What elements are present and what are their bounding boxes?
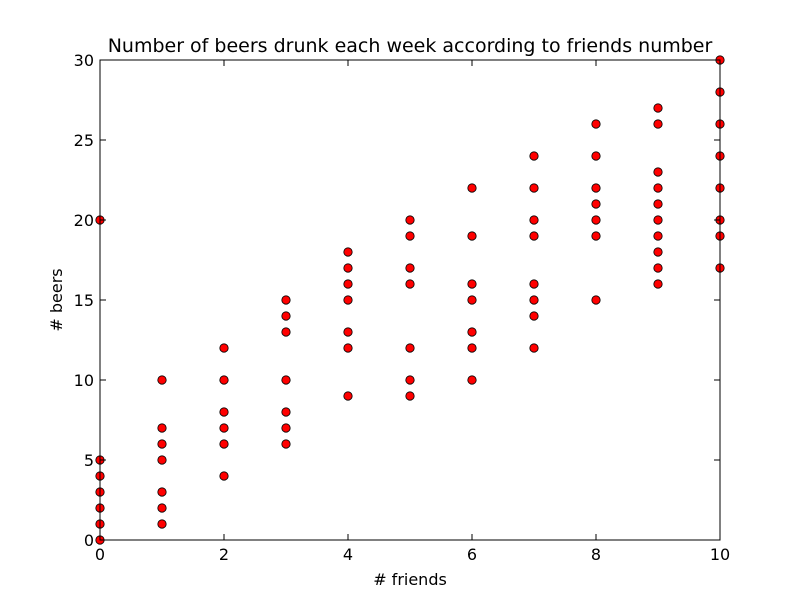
data-point: [591, 231, 601, 241]
data-point: [343, 279, 353, 289]
data-point: [529, 215, 539, 225]
data-point: [281, 295, 291, 305]
data-point: [467, 343, 477, 353]
data-point: [405, 263, 415, 273]
data-point: [653, 231, 663, 241]
x-axis-label: # friends: [373, 570, 447, 589]
data-point: [467, 231, 477, 241]
x-tick-label: 10: [710, 545, 730, 564]
data-point: [529, 295, 539, 305]
data-point: [653, 279, 663, 289]
x-tick-label: 6: [467, 545, 477, 564]
data-point: [219, 375, 229, 385]
data-point: [529, 151, 539, 161]
data-point: [591, 199, 601, 209]
data-point: [467, 279, 477, 289]
data-point: [653, 119, 663, 129]
data-point: [343, 295, 353, 305]
data-point: [653, 183, 663, 193]
data-point: [653, 103, 663, 113]
data-point: [157, 375, 167, 385]
plot-frame: [99, 59, 721, 541]
y-tick-label: 25: [74, 131, 94, 150]
data-point: [157, 519, 167, 529]
chart-title: Number of beers drunk each week accordin…: [108, 35, 713, 57]
data-point: [343, 391, 353, 401]
data-point: [281, 375, 291, 385]
data-point: [591, 215, 601, 225]
y-tick-label: 5: [84, 451, 94, 470]
data-point: [653, 215, 663, 225]
data-point: [281, 439, 291, 449]
data-point: [653, 167, 663, 177]
data-point: [529, 279, 539, 289]
data-point: [405, 343, 415, 353]
data-point: [653, 247, 663, 257]
y-tick-label: 15: [74, 291, 94, 310]
data-point: [281, 311, 291, 321]
data-point: [467, 375, 477, 385]
data-point: [219, 407, 229, 417]
data-point: [405, 375, 415, 385]
data-point: [467, 327, 477, 337]
data-point: [343, 263, 353, 273]
data-point: [529, 231, 539, 241]
axis-ticks: 0 2 4 6 8 10 0 5 10 15 20 25 30: [74, 51, 731, 564]
data-point: [157, 487, 167, 497]
data-point: [405, 231, 415, 241]
data-point: [281, 327, 291, 337]
data-point: [529, 311, 539, 321]
data-point: [219, 439, 229, 449]
data-point: [219, 471, 229, 481]
data-point: [405, 391, 415, 401]
x-tick-label: 0: [95, 545, 105, 564]
data-point: [157, 455, 167, 465]
x-tick-label: 4: [343, 545, 353, 564]
data-point: [157, 423, 167, 433]
data-point: [467, 295, 477, 305]
data-point: [529, 183, 539, 193]
x-tick-label: 2: [219, 545, 229, 564]
y-tick-label: 30: [74, 51, 94, 70]
data-point: [591, 151, 601, 161]
data-point: [653, 199, 663, 209]
data-point: [591, 183, 601, 193]
data-point: [219, 343, 229, 353]
data-point: [467, 183, 477, 193]
data-point: [529, 343, 539, 353]
y-tick-label: 20: [74, 211, 94, 230]
data-points: [95, 55, 725, 545]
x-tick-label: 8: [591, 545, 601, 564]
y-tick-label: 10: [74, 371, 94, 390]
data-point: [405, 279, 415, 289]
data-point: [281, 407, 291, 417]
data-point: [591, 295, 601, 305]
data-point: [343, 247, 353, 257]
data-point: [219, 423, 229, 433]
data-point: [405, 215, 415, 225]
data-point: [281, 423, 291, 433]
data-point: [653, 263, 663, 273]
data-point: [591, 119, 601, 129]
y-axis-label: # beers: [47, 268, 66, 331]
y-tick-label: 0: [84, 531, 94, 550]
data-point: [157, 439, 167, 449]
data-point: [157, 503, 167, 513]
data-point: [343, 327, 353, 337]
data-point: [343, 343, 353, 353]
